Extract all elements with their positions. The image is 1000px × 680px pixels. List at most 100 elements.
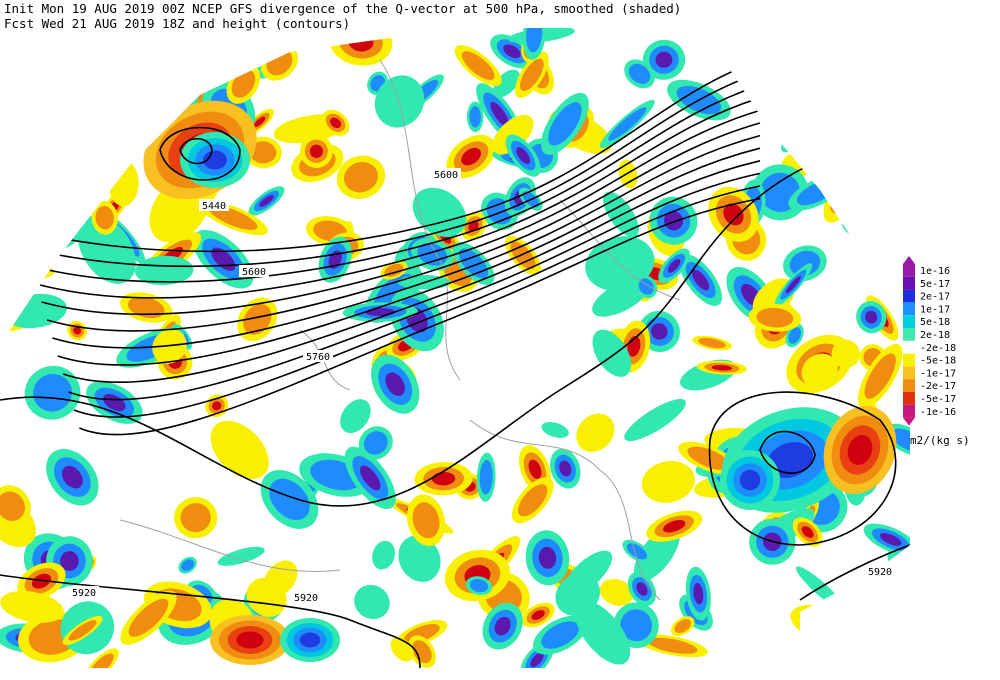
shade-blob (0, 32, 29, 87)
shade-blob (89, 653, 114, 668)
shade-blob (77, 215, 136, 284)
contour-line (0, 574, 421, 668)
shade-blob (790, 604, 860, 645)
shade-blob (647, 637, 698, 654)
shade-blob (208, 205, 258, 230)
shade-blob (826, 95, 854, 107)
shade-blob (33, 230, 52, 248)
shade-blob (146, 43, 176, 70)
shade-blob (896, 562, 910, 600)
shade-blob (756, 45, 797, 74)
colorbar-label: -1e-16 (920, 407, 956, 418)
shade-blob (180, 503, 211, 533)
shade-blob (490, 101, 510, 127)
shade-blob (541, 621, 580, 649)
shade-blob (461, 51, 495, 80)
shade-blob (354, 584, 390, 620)
shade-feature (299, 632, 321, 648)
contour-line (759, 430, 816, 474)
shade-blob (870, 28, 883, 39)
colorbar-arrow-bottom (903, 417, 915, 426)
colorbar-swatch (903, 315, 915, 328)
colorbar-swatch (903, 366, 915, 380)
shade-blob (711, 364, 732, 371)
colorbar-label: 2e-17 (920, 292, 950, 303)
shade-blob (655, 51, 673, 68)
shade-blob (60, 551, 79, 571)
colorbar-label: -2e-18 (920, 343, 956, 354)
shade-blob (526, 28, 543, 53)
shade-blob (801, 353, 838, 389)
shade-blob (309, 144, 323, 158)
title-line-1: Init Mon 19 AUG 2019 00Z NCEP GFS diverg… (4, 1, 681, 16)
shade-blob (68, 620, 97, 641)
shade-blob (36, 128, 86, 148)
colorbar-swatch (903, 379, 915, 392)
shade-blob (360, 465, 381, 491)
colorbar-swatch (903, 328, 915, 341)
shade-blob (628, 63, 651, 84)
shade-blob (828, 661, 847, 668)
shade-blob (865, 28, 887, 44)
shade-blob (503, 44, 521, 59)
shade-blob (826, 76, 851, 94)
shade-blob (469, 579, 489, 593)
contour-line (35, 97, 761, 299)
shade-blob (851, 654, 881, 668)
shade-blob (73, 326, 82, 335)
colorbar-swatch (903, 289, 915, 303)
shade-blob (849, 634, 870, 646)
shade-blob (837, 141, 857, 160)
contour-label: 5920 (868, 567, 892, 578)
shade-blob (894, 114, 910, 137)
shade-blob (152, 329, 187, 364)
shade-blob (763, 30, 832, 56)
contour-line (57, 147, 761, 366)
shade-blob (518, 484, 548, 517)
shade-blob (212, 401, 222, 411)
shade-blob (0, 170, 11, 192)
shade-blob (841, 192, 910, 238)
shade-blob (412, 640, 432, 664)
shade-blob (372, 540, 395, 570)
shade-feature (739, 469, 761, 491)
shade-blob (879, 533, 902, 546)
shade-blob (816, 620, 855, 643)
shade-blob (479, 459, 493, 495)
shade-blob (663, 520, 686, 533)
shade-blob (852, 199, 900, 231)
shade-blob (548, 102, 582, 146)
shade-blob (897, 117, 910, 133)
shade-blob (47, 213, 69, 235)
shade-blob (789, 250, 821, 276)
shade-blob (599, 578, 634, 606)
coastlines (119, 59, 681, 601)
shade-blob (95, 205, 114, 230)
colorbar-label: 5e-18 (920, 317, 950, 328)
colorbar-label: 1e-17 (920, 304, 950, 315)
shade-blob (385, 372, 405, 397)
contour-line (30, 84, 761, 283)
shade-blob (861, 28, 892, 50)
contour-label-bg (865, 565, 895, 577)
shade-blob (37, 233, 49, 244)
shade-blob (808, 615, 863, 648)
colorbar-arrow-top (903, 256, 915, 264)
contour-label: 5920 (72, 588, 96, 599)
shade-blob (127, 296, 165, 319)
shade-blob (787, 117, 819, 147)
shade-blob (461, 147, 481, 166)
shade-blob (541, 422, 569, 438)
contour-line (41, 109, 761, 316)
shade-blob (680, 359, 737, 391)
shade-blob (134, 255, 194, 286)
colorbar-swatch (903, 404, 915, 418)
shade-blob (0, 491, 25, 521)
coastline (119, 519, 341, 573)
contour-line (79, 197, 761, 436)
shade-blob (585, 236, 655, 291)
shade-blob (806, 86, 874, 116)
shade-blob (538, 546, 557, 569)
shade-blob (667, 258, 681, 273)
